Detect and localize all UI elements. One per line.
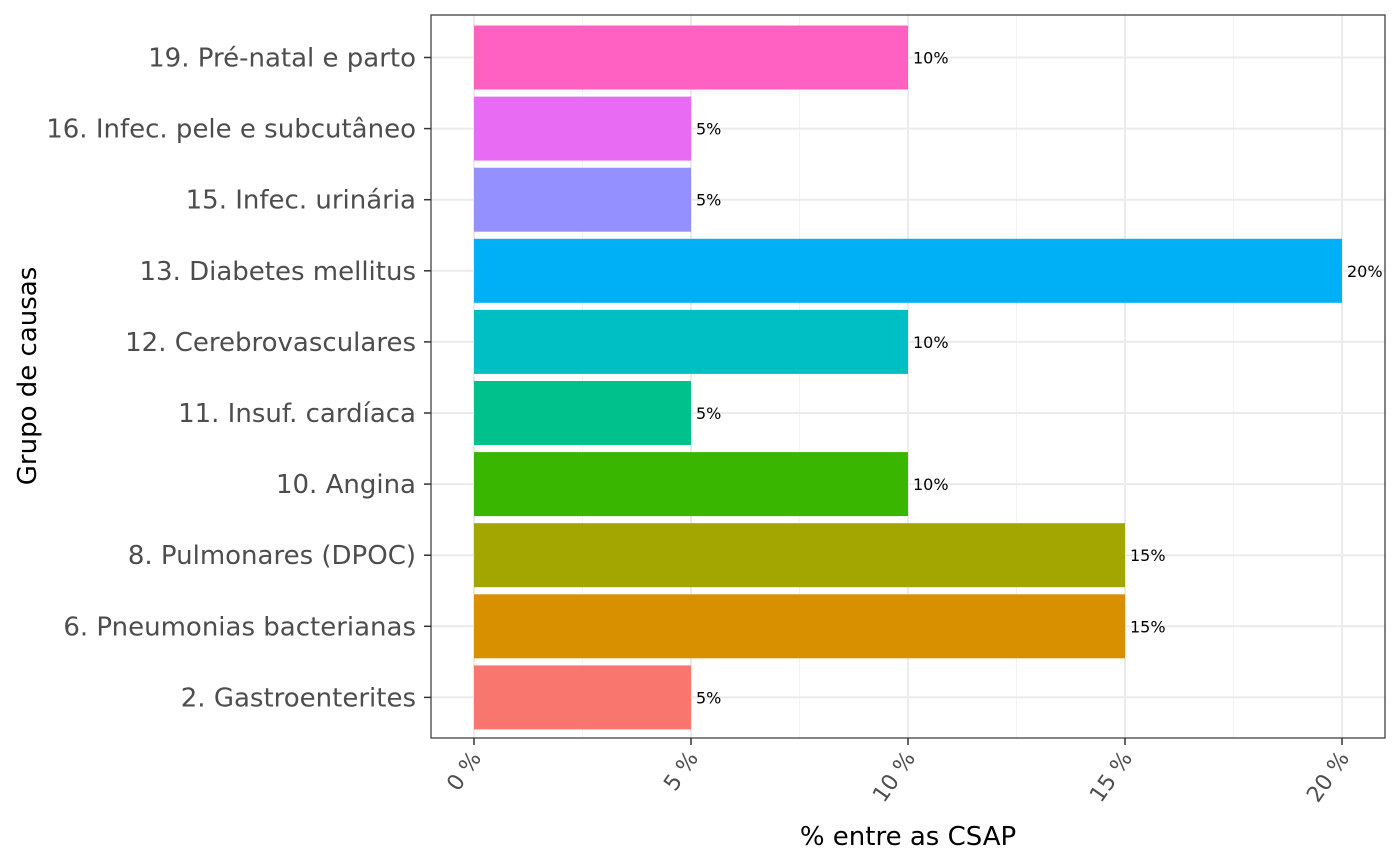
y-tick-label: 8. Pulmonares (DPOC) <box>128 541 416 571</box>
bar <box>474 381 691 445</box>
bar-value-label: 10% <box>913 333 949 352</box>
y-tick-label: 13. Diabetes mellitus <box>139 257 416 287</box>
y-axis: 19. Pré-natal e parto 16. Infec. pele e s… <box>46 44 431 713</box>
y-tick-label: 15. Infec. urinária <box>186 186 416 216</box>
bar-value-label: 10% <box>913 475 949 494</box>
bar <box>474 452 908 517</box>
bars <box>474 25 1342 730</box>
data-labels: 10% 5% 5% 20% 10% 5% 10% 15% 15% 5% <box>696 49 1383 708</box>
bar-value-label: 15% <box>1130 546 1166 565</box>
x-tick-label: 20 % <box>1302 747 1355 807</box>
y-tick-label: 11. Insuf. cardíaca <box>178 399 416 429</box>
x-axis-title: % entre as CSAP <box>800 822 1016 852</box>
bar-value-label: 5% <box>696 688 721 707</box>
bar <box>474 665 691 730</box>
y-tick-label: 6. Pneumonias bacterianas <box>63 612 416 642</box>
bar <box>474 25 908 90</box>
bar-value-label: 5% <box>696 191 721 210</box>
y-axis-title: Grupo de causas <box>13 267 43 486</box>
y-tick-label: 19. Pré-natal e parto <box>148 44 416 74</box>
x-tick-label: 0 % <box>442 747 487 796</box>
bar-value-label: 5% <box>696 120 721 139</box>
x-tick-label: 15 % <box>1085 747 1138 807</box>
y-tick-label: 16. Infec. pele e subcutâneo <box>46 115 416 145</box>
bar <box>474 594 1125 659</box>
x-tick-label: 5 % <box>659 747 704 796</box>
x-tick-label: 10 % <box>868 747 921 807</box>
y-tick-label: 2. Gastroenterites <box>181 683 416 713</box>
bar-value-label: 10% <box>913 49 949 68</box>
bar-value-label: 5% <box>696 404 721 423</box>
x-axis: 0 % 5 % 10 % 15 % 20 % <box>442 738 1355 807</box>
bar-value-label: 15% <box>1130 617 1166 636</box>
bar <box>474 167 691 232</box>
bar-value-label: 20% <box>1347 262 1383 281</box>
bar <box>474 523 1125 588</box>
bar <box>474 238 1342 303</box>
y-tick-label: 12. Cerebrovasculares <box>125 328 416 358</box>
bar <box>474 96 691 161</box>
bar <box>474 309 908 374</box>
y-tick-label: 10. Angina <box>276 470 416 500</box>
